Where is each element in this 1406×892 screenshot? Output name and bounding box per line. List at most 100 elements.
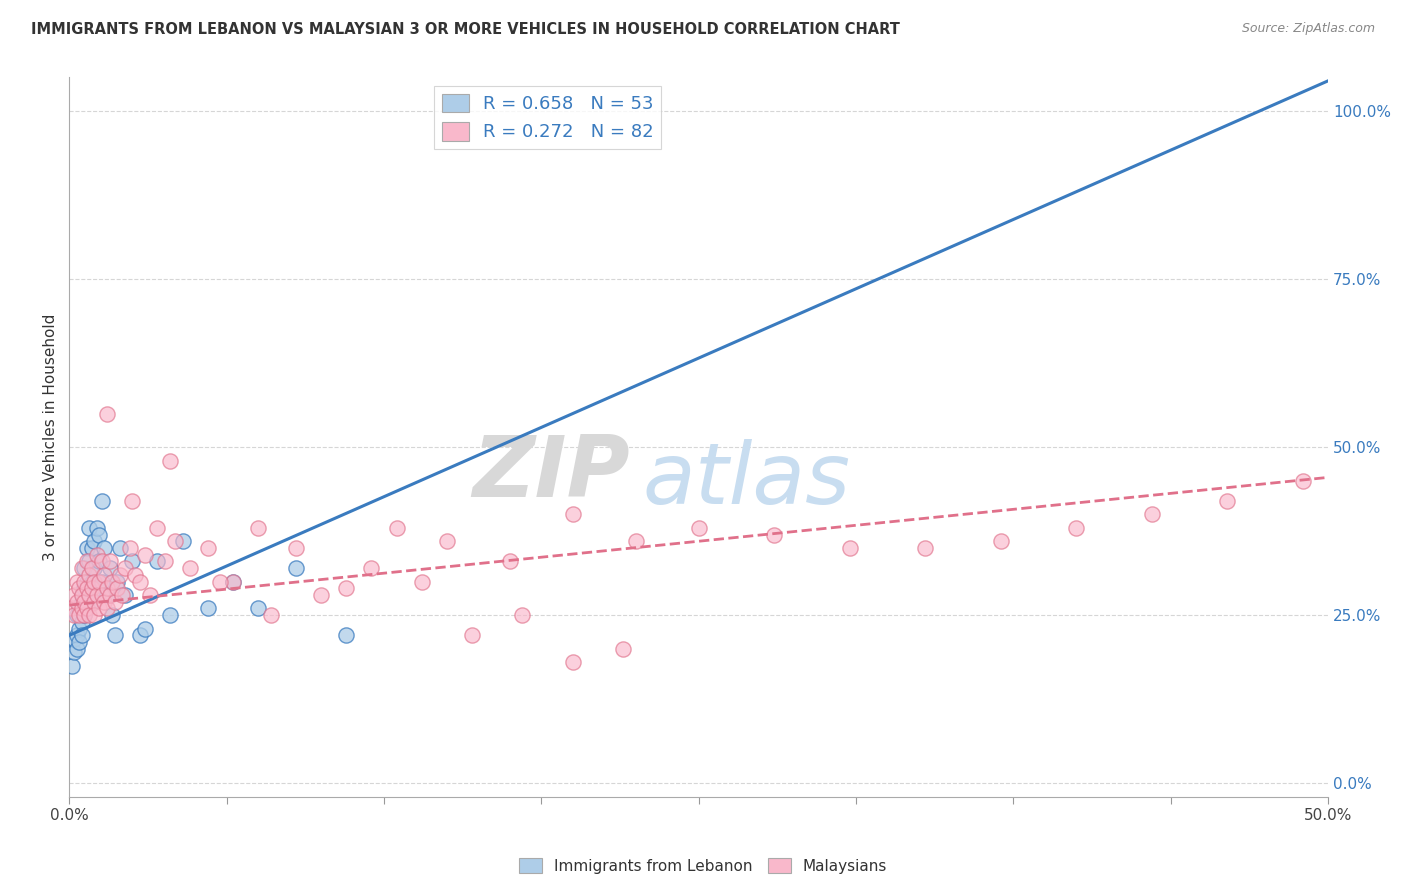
Point xyxy=(561,655,583,669)
Point xyxy=(163,534,186,549)
Point xyxy=(179,561,201,575)
Text: Source: ZipAtlas.com: Source: ZipAtlas.com xyxy=(1241,22,1375,36)
Point xyxy=(70,628,93,642)
Point xyxy=(83,595,105,609)
Point xyxy=(73,595,96,609)
Point xyxy=(67,582,90,596)
Point xyxy=(73,608,96,623)
Point xyxy=(91,588,114,602)
Text: ZIP: ZIP xyxy=(472,432,630,515)
Point xyxy=(209,574,232,589)
Point xyxy=(70,588,93,602)
Point xyxy=(101,608,124,623)
Legend: Immigrants from Lebanon, Malaysians: Immigrants from Lebanon, Malaysians xyxy=(513,852,893,880)
Point xyxy=(1216,494,1239,508)
Point xyxy=(159,608,181,623)
Point xyxy=(260,608,283,623)
Point xyxy=(83,534,105,549)
Point xyxy=(284,541,307,555)
Point xyxy=(111,588,134,602)
Point xyxy=(284,561,307,575)
Point xyxy=(146,521,169,535)
Point xyxy=(96,588,118,602)
Point xyxy=(83,608,105,623)
Point xyxy=(63,608,86,623)
Point xyxy=(67,601,90,615)
Point xyxy=(103,628,125,642)
Point xyxy=(624,534,647,549)
Point xyxy=(114,561,136,575)
Point xyxy=(63,632,86,646)
Point xyxy=(197,601,219,615)
Point xyxy=(105,574,128,589)
Point xyxy=(76,554,98,568)
Point xyxy=(93,567,115,582)
Point xyxy=(121,554,143,568)
Point xyxy=(96,407,118,421)
Point xyxy=(66,595,89,609)
Point xyxy=(79,608,101,623)
Text: atlas: atlas xyxy=(643,439,851,522)
Point xyxy=(108,541,131,555)
Point xyxy=(108,567,131,582)
Point xyxy=(128,574,150,589)
Point xyxy=(124,567,146,582)
Point xyxy=(91,574,114,589)
Point xyxy=(114,588,136,602)
Point xyxy=(197,541,219,555)
Point xyxy=(134,622,156,636)
Point xyxy=(103,595,125,609)
Point xyxy=(76,601,98,615)
Point xyxy=(172,534,194,549)
Point xyxy=(914,541,936,555)
Point xyxy=(612,641,634,656)
Point xyxy=(146,554,169,568)
Point xyxy=(93,595,115,609)
Point xyxy=(86,548,108,562)
Point xyxy=(134,548,156,562)
Point xyxy=(91,554,114,568)
Point xyxy=(1140,508,1163,522)
Point xyxy=(461,628,484,642)
Point xyxy=(80,541,103,555)
Point xyxy=(98,588,121,602)
Point xyxy=(79,588,101,602)
Point xyxy=(80,561,103,575)
Point xyxy=(76,601,98,615)
Point xyxy=(79,554,101,568)
Point xyxy=(73,582,96,596)
Point xyxy=(73,608,96,623)
Point xyxy=(222,574,245,589)
Point xyxy=(66,641,89,656)
Point xyxy=(83,574,105,589)
Point xyxy=(89,574,111,589)
Point xyxy=(118,541,141,555)
Y-axis label: 3 or more Vehicles in Household: 3 or more Vehicles in Household xyxy=(44,313,58,561)
Point xyxy=(76,574,98,589)
Point xyxy=(66,574,89,589)
Point xyxy=(79,588,101,602)
Point xyxy=(499,554,522,568)
Point xyxy=(79,567,101,582)
Point xyxy=(838,541,860,555)
Legend: R = 0.658   N = 53, R = 0.272   N = 82: R = 0.658 N = 53, R = 0.272 N = 82 xyxy=(434,87,661,149)
Point xyxy=(335,582,357,596)
Point xyxy=(159,453,181,467)
Point xyxy=(139,588,162,602)
Point xyxy=(411,574,433,589)
Point xyxy=(91,494,114,508)
Point xyxy=(70,595,93,609)
Point xyxy=(73,561,96,575)
Point xyxy=(83,595,105,609)
Point xyxy=(80,574,103,589)
Point xyxy=(86,582,108,596)
Point xyxy=(763,527,786,541)
Point xyxy=(561,508,583,522)
Point xyxy=(688,521,710,535)
Point xyxy=(63,588,86,602)
Point xyxy=(1292,474,1315,488)
Point xyxy=(105,582,128,596)
Point xyxy=(70,601,93,615)
Point xyxy=(990,534,1012,549)
Point xyxy=(121,494,143,508)
